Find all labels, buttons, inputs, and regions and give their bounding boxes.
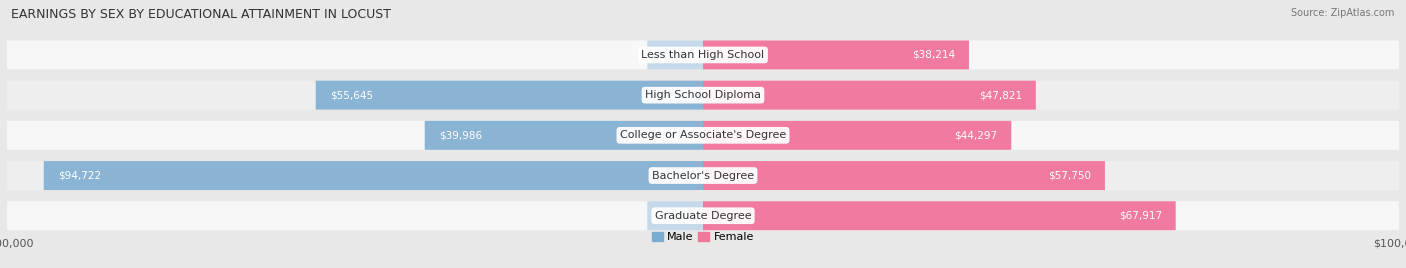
FancyBboxPatch shape <box>703 121 1011 150</box>
Text: $57,750: $57,750 <box>1047 170 1091 181</box>
Text: $0: $0 <box>676 211 689 221</box>
FancyBboxPatch shape <box>703 201 1175 230</box>
Text: $39,986: $39,986 <box>439 130 482 140</box>
Text: High School Diploma: High School Diploma <box>645 90 761 100</box>
FancyBboxPatch shape <box>316 81 703 110</box>
Text: Bachelor's Degree: Bachelor's Degree <box>652 170 754 181</box>
Text: Less than High School: Less than High School <box>641 50 765 60</box>
FancyBboxPatch shape <box>7 161 1399 190</box>
Text: College or Associate's Degree: College or Associate's Degree <box>620 130 786 140</box>
FancyBboxPatch shape <box>7 121 1399 150</box>
Text: Source: ZipAtlas.com: Source: ZipAtlas.com <box>1291 8 1395 18</box>
Text: $44,297: $44,297 <box>955 130 997 140</box>
FancyBboxPatch shape <box>703 81 1036 110</box>
Text: $0: $0 <box>676 50 689 60</box>
FancyBboxPatch shape <box>647 40 703 69</box>
Text: Graduate Degree: Graduate Degree <box>655 211 751 221</box>
FancyBboxPatch shape <box>703 40 969 69</box>
FancyBboxPatch shape <box>7 40 1399 69</box>
Legend: Male, Female: Male, Female <box>647 227 759 246</box>
Text: $55,645: $55,645 <box>329 90 373 100</box>
FancyBboxPatch shape <box>7 81 1399 110</box>
FancyBboxPatch shape <box>647 201 703 230</box>
Text: $38,214: $38,214 <box>912 50 955 60</box>
FancyBboxPatch shape <box>7 201 1399 230</box>
Text: $94,722: $94,722 <box>58 170 101 181</box>
FancyBboxPatch shape <box>425 121 703 150</box>
Text: $47,821: $47,821 <box>979 90 1022 100</box>
FancyBboxPatch shape <box>703 161 1105 190</box>
Text: EARNINGS BY SEX BY EDUCATIONAL ATTAINMENT IN LOCUST: EARNINGS BY SEX BY EDUCATIONAL ATTAINMEN… <box>11 8 391 21</box>
FancyBboxPatch shape <box>44 161 703 190</box>
Text: $67,917: $67,917 <box>1119 211 1161 221</box>
